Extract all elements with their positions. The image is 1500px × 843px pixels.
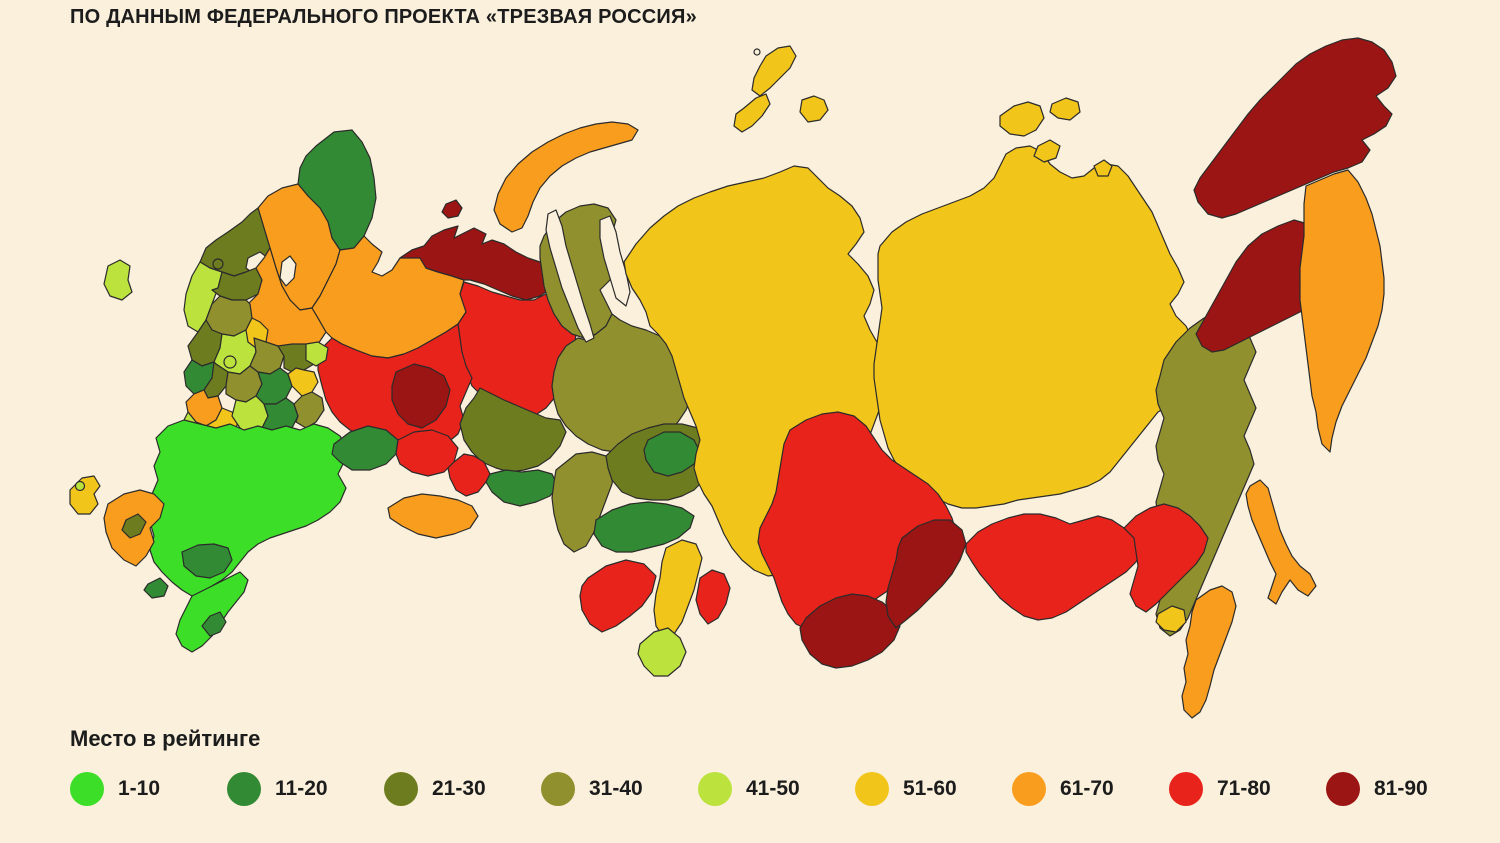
region-yamal-crescent	[493, 121, 639, 233]
legend-item: 61-70	[1012, 772, 1169, 806]
region-dark-green-south	[143, 577, 169, 599]
island-novaya-zemlya-north	[751, 45, 797, 97]
region-udmurt	[391, 363, 451, 429]
region-tatarstan	[331, 425, 399, 471]
region-kamchatka	[1299, 169, 1385, 453]
legend-color-dot	[698, 772, 732, 806]
legend-title: Место в рейтинге	[70, 726, 261, 751]
region-novgorod	[211, 267, 263, 301]
lake-onega	[279, 255, 297, 287]
legend-item: 11-20	[227, 772, 384, 806]
legend-label: 41-50	[746, 777, 800, 800]
legend-label: 1-10	[118, 777, 161, 800]
region-caucasus-dark	[201, 611, 227, 637]
region-buryatia	[885, 519, 967, 629]
legend-item: 81-90	[1326, 772, 1483, 806]
bay-ob	[545, 209, 595, 343]
legend-color-dot	[855, 772, 889, 806]
region-amur	[1123, 503, 1209, 613]
legend-color-dot	[70, 772, 104, 806]
legend-color-dot	[1012, 772, 1046, 806]
region-primorye	[1181, 585, 1237, 719]
region-ulyanovsk	[293, 391, 325, 429]
legend-item: 21-30	[384, 772, 541, 806]
legend-label: 11-20	[275, 777, 328, 800]
region-zabaykalsky	[965, 513, 1143, 621]
region-chelyabinsk	[447, 453, 491, 497]
city-ring-sevastopol	[74, 480, 86, 492]
legend-item: 51-60	[855, 772, 1012, 806]
region-yakutia	[873, 145, 1193, 509]
island-novaya-zemlya-south	[733, 93, 771, 133]
legend-row: 1-10 11-20 21-30 31-40 41-50 51-60	[70, 772, 1470, 806]
region-kurgan	[485, 469, 559, 507]
region-mari-el	[305, 341, 329, 367]
legend-color-dot	[1326, 772, 1360, 806]
legend-item: 41-50	[698, 772, 855, 806]
region-crimea	[69, 475, 101, 515]
region-altai-republic	[637, 627, 687, 677]
city-ring-saint-petersburg	[212, 258, 224, 270]
region-novosibirsk	[593, 501, 695, 553]
legend-label: 31-40	[589, 777, 643, 800]
region-chuvashia	[287, 367, 319, 397]
island-speck	[753, 48, 761, 56]
region-orenburg	[387, 493, 479, 539]
region-altai-krai	[579, 559, 657, 633]
island-severnaya-1	[999, 101, 1045, 137]
region-tuva	[799, 593, 901, 669]
region-sverdlovsk	[459, 387, 567, 473]
region-chukotka	[1193, 37, 1397, 219]
island-novaya-zemlya-tip	[799, 95, 829, 123]
bay-taz	[599, 215, 631, 307]
legend-label: 21-30	[432, 777, 486, 800]
region-south-green-cluster	[149, 419, 349, 597]
island-severnaya-2	[1049, 97, 1081, 121]
region-khakassia	[695, 569, 731, 625]
legend-item: 31-40	[541, 772, 698, 806]
legend-label: 51-60	[903, 777, 957, 800]
region-jewish-ao	[1155, 605, 1187, 633]
island-kolguev	[441, 199, 463, 219]
legend-color-dot	[541, 772, 575, 806]
region-kalmykia	[181, 543, 233, 579]
legend-color-dot	[384, 772, 418, 806]
city-ring-moscow	[223, 355, 237, 369]
legend-item: 71-80	[1169, 772, 1326, 806]
region-tomsk-core	[643, 431, 701, 477]
legend-label: 61-70	[1060, 777, 1114, 800]
legend-label: 81-90	[1374, 777, 1428, 800]
island-sakhalin	[1245, 479, 1317, 605]
region-kemerovo	[653, 539, 703, 639]
legend-item: 1-10	[70, 772, 227, 806]
legend-label: 71-80	[1217, 777, 1271, 800]
page-title: ПО ДАННЫМ ФЕДЕРАЛЬНОГО ПРОЕКТА «ТРЕЗВАЯ …	[70, 6, 697, 28]
island-severnaya-3	[1033, 139, 1061, 163]
legend: Место в рейтинге 1-10 11-20 21-30 31-40 …	[70, 726, 1470, 806]
island-new-siberian	[1093, 159, 1113, 177]
legend-color-dot	[1169, 772, 1203, 806]
legend-color-dot	[227, 772, 261, 806]
region-kaliningrad	[103, 259, 133, 301]
region-adygea	[121, 513, 147, 539]
